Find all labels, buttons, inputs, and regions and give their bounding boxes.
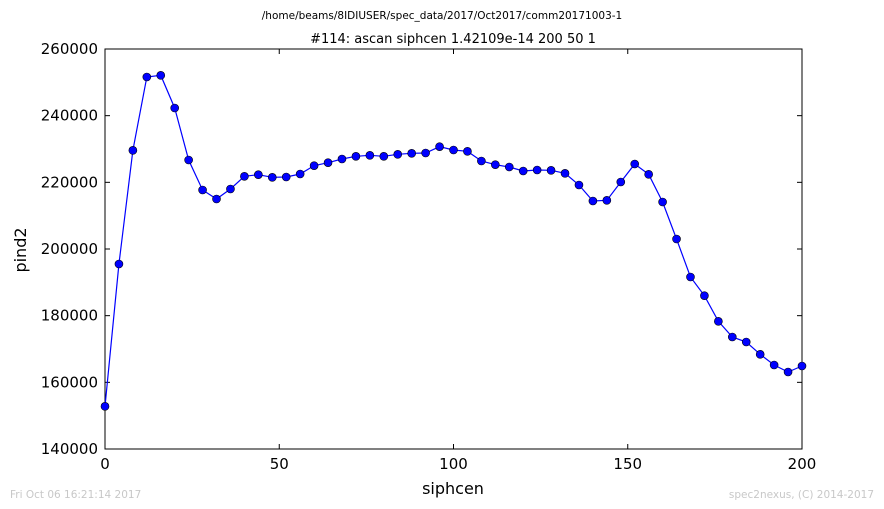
y-tick-label: 140000 [41,440,98,458]
plot-frame [104,48,803,450]
data-point [435,142,444,151]
data-point [184,155,193,165]
series-line [104,74,803,407]
footer-copyright: spec2nexus, (C) 2014-2017 [729,489,874,501]
y-tick-label: 240000 [41,107,98,125]
data-point [588,196,598,206]
data-point [700,291,709,300]
data-point [755,350,765,359]
data-point [644,170,653,179]
data-point [714,317,723,326]
data-point [128,146,138,155]
y-tick-label: 260000 [41,40,98,58]
data-point [142,72,152,82]
data-point [477,156,486,166]
chart-suptitle: /home/beams/8IDIUSER/spec_data/2017/Oct2… [262,10,622,22]
data-point [504,162,514,172]
data-point [560,169,570,178]
data-point [100,402,110,411]
data-point [267,173,277,182]
data-point [449,145,458,155]
data-point [323,158,333,167]
data-point [226,184,235,194]
data-point [532,165,542,175]
data-point [574,180,584,190]
data-point [114,259,124,269]
y-tick-label: 180000 [41,307,98,325]
data-point [783,367,793,377]
data-point [281,172,291,182]
data-point [518,166,528,176]
data-point [741,337,751,347]
data-point [686,272,695,282]
y-tick-label: 220000 [41,173,98,191]
data-point [240,172,249,181]
data-point [379,152,389,161]
data-point [365,151,375,160]
data-point [156,71,166,80]
data-point [630,159,640,169]
data-point [602,196,612,205]
data-point [212,194,221,204]
data-point [295,169,305,179]
data-point [170,103,179,113]
data-point [421,148,430,158]
x-axis-label: siphcen [422,479,484,498]
data-point [463,147,472,156]
data-point [198,185,207,195]
data-point [616,177,626,187]
data-point [546,166,556,175]
data-point [797,361,807,371]
data-point [491,160,500,169]
y-tick-label: 200000 [41,240,98,258]
data-point [658,197,667,207]
footer-timestamp: Fri Oct 06 16:21:14 2017 [10,489,141,501]
x-tick-label: 200 [788,455,817,473]
data-point [672,234,681,244]
x-tick-label: 150 [613,455,642,473]
data-point [254,170,263,179]
x-tick-label: 50 [270,455,289,473]
data-point [309,161,319,170]
data-point [351,152,361,161]
data-point [407,149,416,158]
data-point [337,154,347,164]
data-point [393,150,403,159]
y-tick-label: 160000 [41,373,98,391]
x-tick-label: 0 [100,455,110,473]
chart-title: #114: ascan siphcen 1.42109e-14 200 50 1 [310,32,596,47]
x-tick-label: 100 [439,455,468,473]
data-point [727,332,737,342]
y-axis-label: pind2 [11,227,30,272]
data-point [769,360,779,370]
plot-area: 0 50 100 150 200 140000 160000 180000 200000 2200… [41,40,817,473]
